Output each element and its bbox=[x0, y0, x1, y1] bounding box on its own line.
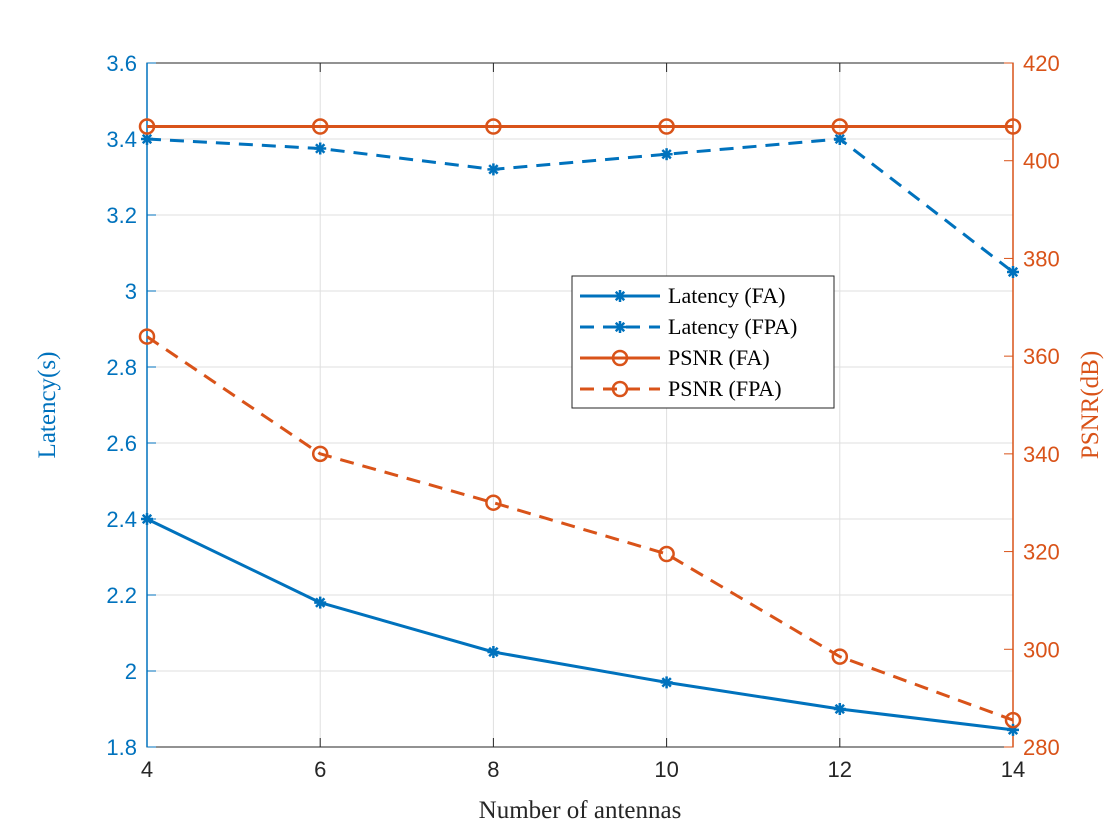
data-point-latency-fpa bbox=[1007, 266, 1019, 278]
data-point-psnr-fpa bbox=[485, 494, 502, 511]
data-point-psnr-fa bbox=[311, 118, 329, 135]
right-tick-label: 340 bbox=[1023, 442, 1060, 467]
right-tick-label: 300 bbox=[1023, 637, 1060, 662]
data-point-psnr-fa bbox=[138, 118, 156, 135]
right-tick-label: 420 bbox=[1023, 51, 1060, 76]
series-line-psnr-fpa bbox=[146, 335, 1014, 722]
left-tick-label: 3 bbox=[125, 279, 137, 304]
legend-marker bbox=[611, 380, 629, 398]
data-point-latency-fpa bbox=[660, 148, 673, 161]
data-point-latency-fa bbox=[660, 676, 673, 689]
x-tick-label: 8 bbox=[487, 757, 499, 782]
axis-ticks: 4 6 8 10 12 14 1.8 2 2.2 2.4 2.6 2.8 3 3.2 3.4 3.6 280 30… bbox=[106, 51, 1059, 782]
left-tick-label: 1.8 bbox=[106, 735, 137, 760]
legend: Latency (FA) Latency (FPA) PSNR (FA) PSNR (… bbox=[571, 275, 835, 409]
x-axis-label: Number of antennas bbox=[479, 797, 682, 824]
data-point-latency-fpa bbox=[314, 142, 327, 155]
left-tick-label: 2.6 bbox=[106, 431, 137, 456]
series-line-latency-fa bbox=[146, 517, 1014, 732]
left-tick-label: 3.2 bbox=[106, 203, 137, 228]
legend-box bbox=[571, 275, 835, 409]
left-tick-label: 3.6 bbox=[106, 51, 137, 76]
left-tick-label: 2.2 bbox=[106, 583, 137, 608]
right-tick-label: 360 bbox=[1023, 344, 1060, 369]
right-axis-label: PSNR(dB) bbox=[1077, 351, 1104, 459]
data-point-psnr-fa bbox=[831, 118, 849, 135]
data-point-latency-fa bbox=[487, 646, 500, 658]
left-tick-label: 2.4 bbox=[106, 507, 137, 532]
legend-label: PSNR (FA) bbox=[668, 345, 770, 370]
legend-label: Latency (FA) bbox=[668, 283, 786, 308]
data-point-latency-fpa bbox=[487, 163, 500, 176]
data-point-psnr-fpa bbox=[311, 445, 329, 463]
data-point-latency-fa bbox=[314, 596, 327, 609]
data-point-psnr-fpa bbox=[831, 648, 849, 665]
data-point-psnr-fa bbox=[1004, 118, 1022, 135]
right-tick-label: 280 bbox=[1023, 735, 1060, 760]
data-point-latency-fa bbox=[141, 513, 153, 525]
series-group bbox=[138, 118, 1022, 736]
left-tick-label: 3.4 bbox=[106, 127, 137, 152]
data-point-latency-fpa bbox=[833, 133, 846, 145]
legend-marker bbox=[611, 349, 629, 367]
data-point-psnr-fpa bbox=[1004, 711, 1022, 729]
data-point-latency-fpa bbox=[141, 133, 153, 145]
legend-label: PSNR (FPA) bbox=[668, 376, 782, 401]
left-tick-label: 2.8 bbox=[106, 355, 137, 380]
data-point-psnr-fa bbox=[658, 118, 675, 135]
right-tick-label: 400 bbox=[1023, 149, 1060, 174]
x-tick-label: 12 bbox=[828, 757, 852, 782]
data-point-latency-fa bbox=[833, 703, 846, 715]
data-point-psnr-fpa bbox=[658, 545, 675, 563]
right-tick-label: 320 bbox=[1023, 540, 1060, 565]
right-tick-label: 380 bbox=[1023, 246, 1060, 271]
left-tick-label: 2 bbox=[125, 659, 137, 684]
series-line-latency-fpa bbox=[146, 137, 1014, 274]
x-tick-label: 14 bbox=[1001, 757, 1025, 782]
data-point-psnr-fa bbox=[485, 118, 502, 135]
x-tick-label: 6 bbox=[314, 757, 326, 782]
legend-marker bbox=[614, 290, 626, 302]
data-point-psnr-fpa bbox=[138, 328, 156, 345]
legend-items: Latency (FA) Latency (FPA) PSNR (FA) PSNR (… bbox=[580, 283, 797, 401]
legend-label: Latency (FPA) bbox=[668, 314, 797, 339]
grid-lines bbox=[146, 62, 1014, 748]
x-tick-label: 4 bbox=[141, 757, 153, 782]
x-tick-label: 10 bbox=[654, 757, 678, 782]
left-axis-label: Latency(s) bbox=[34, 352, 61, 459]
legend-marker bbox=[614, 321, 626, 333]
